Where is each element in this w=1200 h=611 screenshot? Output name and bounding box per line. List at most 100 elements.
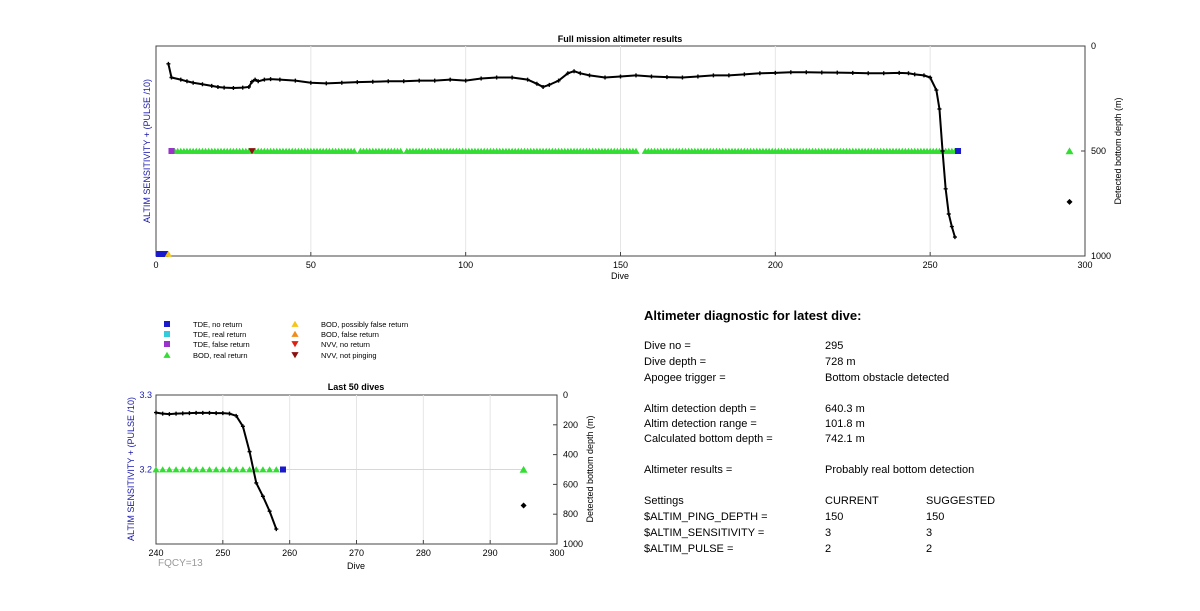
bottom-depth-point xyxy=(633,73,638,78)
bod-real-return-marker xyxy=(225,466,234,473)
y-right-tick-label: 1000 xyxy=(1091,251,1111,261)
bottom-depth-point xyxy=(386,79,391,84)
legend-label: BOD, false return xyxy=(321,330,379,339)
tde-no-return-marker xyxy=(162,251,169,257)
y-right-tick-label: 0 xyxy=(563,390,568,400)
bottom-depth-point xyxy=(227,411,232,416)
bottom-depth-point xyxy=(520,502,527,509)
legend-marker xyxy=(164,321,170,327)
bottom-depth-point xyxy=(510,75,515,80)
diag-label-apogee-trigger: Apogee trigger = xyxy=(644,372,726,384)
bottom-depth-point xyxy=(757,71,762,76)
y-right-tick-label: 800 xyxy=(563,509,578,519)
y-left-tick-label: 3.3 xyxy=(139,390,152,400)
bottom-depth-point xyxy=(267,509,272,514)
bottom-depth-point xyxy=(463,78,468,83)
bottom-depth-point xyxy=(370,79,375,84)
top-y-label-right: Detected bottom depth (m) xyxy=(1113,97,1123,204)
bottom-depth-point xyxy=(949,224,954,229)
fqcy-footnote: FQCY=13 xyxy=(158,558,203,569)
bottom-depth-point xyxy=(268,77,273,82)
bottom-depth-point xyxy=(711,73,716,78)
bottom-depth-point xyxy=(355,80,360,85)
legend-label: BOD, possibly false return xyxy=(321,320,408,329)
bottom-depth-point xyxy=(169,75,174,80)
top-marks xyxy=(156,61,1074,257)
bottom-depth-point xyxy=(191,80,196,85)
tde-false-return-marker xyxy=(168,148,175,154)
diag-label-dive-no: Dive no = xyxy=(644,340,691,352)
bottom-depth-point xyxy=(804,70,809,75)
bottom-depth-point xyxy=(479,76,484,81)
bottom-depth-point xyxy=(256,79,261,84)
diag-value-dive-depth: 728 m xyxy=(825,356,856,368)
legend-marker xyxy=(291,330,299,337)
bottom-x-label: Dive xyxy=(347,561,365,571)
bottom-depth-point xyxy=(167,412,172,417)
setting-pulse-suggested: 2 xyxy=(926,543,933,555)
bottom-y-ticks: 0 200 400 600 800 1000 3.2 3.3 xyxy=(139,390,583,549)
bottom-depth-point xyxy=(695,74,700,79)
bod-real-return-marker xyxy=(245,147,253,154)
bottom-depth-point xyxy=(866,71,871,76)
top-chart-title: Full mission altimeter results xyxy=(558,34,683,44)
bottom-depth-point xyxy=(946,212,951,216)
x-tick-label: 250 xyxy=(215,548,230,558)
diag-value-calculated-bottom-depth: 742.1 m xyxy=(825,433,865,445)
bottom-chart-title: Last 50 dives xyxy=(328,382,385,392)
bottom-depth-point xyxy=(494,75,499,80)
bottom-depth-point xyxy=(417,78,422,83)
bottom-depth-point xyxy=(209,83,214,88)
bottom-depth-point xyxy=(247,449,252,454)
bod-real-return-marker xyxy=(245,466,254,473)
bottom-depth-point xyxy=(240,85,245,90)
y-right-tick-label: 400 xyxy=(563,450,578,460)
bod-real-return-marker xyxy=(159,466,167,473)
bottom-depth-point xyxy=(742,72,747,77)
x-tick-label: 260 xyxy=(282,548,297,558)
bottom-depth-point xyxy=(578,71,583,76)
settings-header-label: Settings xyxy=(644,495,684,507)
bottom-depth-point xyxy=(835,70,840,75)
bottom-depth-point xyxy=(194,410,199,415)
bod-real-return-marker xyxy=(205,466,214,473)
diag-label-calculated-bottom-depth: Calculated bottom depth = xyxy=(644,433,773,445)
legend-label: TDE, false return xyxy=(193,340,250,349)
bottom-depth-point xyxy=(934,88,939,93)
legend-marker xyxy=(164,331,170,337)
bottom-depth-point xyxy=(547,82,552,87)
y-right-tick-label: 200 xyxy=(563,420,578,430)
bottom-depth-point xyxy=(240,424,245,429)
setting-pulse-label: $ALTIM_PULSE = xyxy=(644,543,734,555)
bottom-depth-point xyxy=(726,73,731,78)
bottom-depth-point xyxy=(200,82,205,87)
x-tick-label: 280 xyxy=(416,548,431,558)
bottom-depth-point xyxy=(680,75,685,80)
diag-value-altimeter-results: Probably real bottom detection xyxy=(825,464,975,476)
setting-sensitivity-label: $ALTIM_SENSITIVITY = xyxy=(644,527,765,539)
bottom-depth-point xyxy=(222,85,227,90)
bottom-depth-point xyxy=(788,70,793,75)
bottom-depth-point xyxy=(565,71,570,76)
bod-real-return-marker xyxy=(179,466,187,473)
bottom-depth-point xyxy=(952,235,957,240)
bod-real-return-marker xyxy=(632,147,640,154)
x-tick-label: 200 xyxy=(768,260,783,270)
diag-label-altim-detection-range: Altim detection range = xyxy=(644,418,757,430)
x-tick-label: 300 xyxy=(1077,260,1092,270)
y-right-tick-label: 1000 xyxy=(563,539,583,549)
bod-real-return-marker xyxy=(152,466,160,473)
top-x-ticks: 0 50 100 150 200 250 300 xyxy=(153,252,1093,270)
x-tick-label: 150 xyxy=(613,260,628,270)
bod-real-return-marker xyxy=(219,466,227,473)
x-tick-label: 50 xyxy=(306,260,316,270)
bod-real-return-marker xyxy=(272,466,280,473)
bottom-depth-point xyxy=(253,77,258,82)
bottom-depth-point xyxy=(881,71,886,76)
y-right-tick-label: 600 xyxy=(563,479,578,489)
x-tick-label: 0 xyxy=(153,260,158,270)
bottom-depth-point xyxy=(262,77,267,82)
bottom-depth-point xyxy=(274,527,279,532)
bottom-depth-point xyxy=(293,78,298,83)
